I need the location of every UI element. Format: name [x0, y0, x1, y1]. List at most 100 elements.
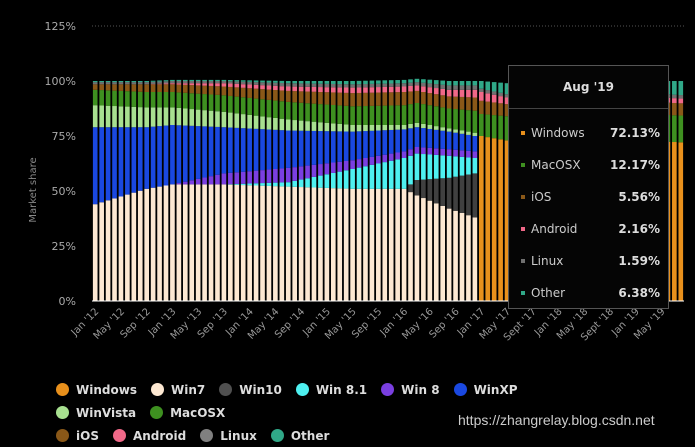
- bar-stack[interactable]: [370, 81, 375, 301]
- bar-stack[interactable]: [305, 81, 310, 301]
- legend-item-win-8-1[interactable]: Win 8.1: [296, 378, 367, 401]
- bar-stack[interactable]: [138, 81, 143, 301]
- bar-segment-winvista: [228, 113, 233, 128]
- bar-stack[interactable]: [99, 81, 104, 301]
- bar-segment-other: [473, 81, 478, 85]
- legend-item-other[interactable]: Other: [271, 424, 330, 447]
- bar-stack[interactable]: [325, 81, 330, 301]
- bar-segment-other: [434, 80, 439, 84]
- bar-stack[interactable]: [453, 81, 458, 301]
- legend-item-win10[interactable]: Win10: [219, 378, 282, 401]
- bar-stack[interactable]: [318, 81, 323, 301]
- bar-segment-other: [382, 80, 387, 83]
- bar-stack[interactable]: [402, 80, 407, 301]
- bar-stack[interactable]: [447, 81, 452, 301]
- bar-segment-ios: [189, 85, 194, 93]
- bar-stack[interactable]: [331, 81, 336, 301]
- bar-segment-winvista: [428, 125, 433, 129]
- bar-stack[interactable]: [177, 80, 182, 301]
- bar-segment-win-8-1: [241, 184, 246, 185]
- bar-stack[interactable]: [382, 80, 387, 301]
- bar-stack[interactable]: [460, 81, 465, 301]
- bar-stack[interactable]: [415, 79, 420, 301]
- bar-stack[interactable]: [234, 80, 239, 301]
- bar-stack[interactable]: [183, 80, 188, 301]
- bar-stack[interactable]: [434, 80, 439, 301]
- bar-stack[interactable]: [280, 81, 285, 301]
- bar-stack[interactable]: [498, 83, 503, 301]
- bar-segment-android: [428, 87, 433, 93]
- legend-label: Win 8.1: [316, 383, 367, 397]
- legend-item-winxp[interactable]: WinXP: [454, 378, 518, 401]
- bar-segment-winvista: [460, 131, 465, 134]
- bar-stack[interactable]: [228, 80, 233, 301]
- bar-stack[interactable]: [479, 81, 484, 301]
- bar-stack[interactable]: [93, 81, 98, 301]
- bar-segment-win-8: [363, 158, 368, 166]
- bar-stack[interactable]: [312, 81, 317, 301]
- bar-stack[interactable]: [286, 81, 291, 301]
- legend-item-macosx[interactable]: MacOSX: [150, 401, 225, 424]
- bar-stack[interactable]: [350, 81, 355, 301]
- tooltip-series-name: Windows: [531, 117, 585, 149]
- bar-stack[interactable]: [344, 81, 349, 301]
- bar-segment-win-8-1: [376, 164, 381, 189]
- legend-item-ios[interactable]: iOS: [56, 424, 99, 447]
- bar-stack[interactable]: [672, 81, 677, 301]
- bar-stack[interactable]: [170, 80, 175, 301]
- bar-stack[interactable]: [196, 80, 201, 301]
- bar-stack[interactable]: [466, 81, 471, 301]
- bar-stack[interactable]: [492, 82, 497, 301]
- bar-stack[interactable]: [241, 80, 246, 301]
- legend-item-win7[interactable]: Win7: [151, 378, 205, 401]
- bar-stack[interactable]: [132, 81, 137, 301]
- bar-stack[interactable]: [260, 81, 265, 301]
- bar-stack[interactable]: [389, 80, 394, 301]
- bar-stack[interactable]: [247, 80, 252, 301]
- bar-stack[interactable]: [112, 81, 117, 301]
- bar-stack[interactable]: [363, 81, 368, 301]
- bar-segment-win-8: [473, 151, 478, 158]
- bar-stack[interactable]: [408, 79, 413, 301]
- bar-stack[interactable]: [376, 80, 381, 301]
- bar-stack[interactable]: [299, 81, 304, 301]
- bar-stack[interactable]: [395, 80, 400, 301]
- bar-stack[interactable]: [267, 81, 272, 301]
- bar-stack[interactable]: [473, 81, 478, 301]
- bar-segment-win-8-1: [466, 157, 471, 174]
- bar-stack[interactable]: [678, 81, 683, 301]
- bar-stack[interactable]: [106, 81, 111, 301]
- bar-stack[interactable]: [273, 81, 278, 301]
- bar-segment-win7: [376, 189, 381, 301]
- bar-segment-other: [280, 81, 285, 83]
- bar-segment-winvista: [106, 106, 111, 127]
- legend-item-linux[interactable]: Linux: [200, 424, 257, 447]
- bar-stack[interactable]: [215, 80, 220, 301]
- bar-stack[interactable]: [440, 81, 445, 301]
- bar-stack[interactable]: [254, 80, 259, 301]
- bar-stack[interactable]: [209, 80, 214, 301]
- bar-stack[interactable]: [428, 80, 433, 301]
- bar-stack[interactable]: [357, 81, 362, 301]
- bar-stack[interactable]: [157, 80, 162, 301]
- bar-stack[interactable]: [421, 79, 426, 301]
- bar-stack[interactable]: [189, 80, 194, 301]
- bar-stack[interactable]: [485, 82, 490, 301]
- bar-stack[interactable]: [125, 81, 130, 301]
- bar-segment-win10: [434, 179, 439, 204]
- legend-label: WinXP: [474, 383, 518, 397]
- bar-stack[interactable]: [202, 80, 207, 301]
- bar-segment-winxp: [151, 127, 156, 188]
- legend-item-windows[interactable]: Windows: [56, 378, 137, 401]
- legend-item-win-8[interactable]: Win 8: [381, 378, 439, 401]
- bar-segment-macosx: [350, 106, 355, 125]
- bar-stack[interactable]: [164, 80, 169, 301]
- bar-stack[interactable]: [151, 81, 156, 301]
- bar-stack[interactable]: [222, 80, 227, 301]
- bar-stack[interactable]: [337, 81, 342, 301]
- bar-stack[interactable]: [144, 81, 149, 301]
- bar-stack[interactable]: [119, 81, 124, 301]
- legend-item-winvista[interactable]: WinVista: [56, 401, 136, 424]
- bar-stack[interactable]: [292, 81, 297, 301]
- legend-item-android[interactable]: Android: [113, 424, 186, 447]
